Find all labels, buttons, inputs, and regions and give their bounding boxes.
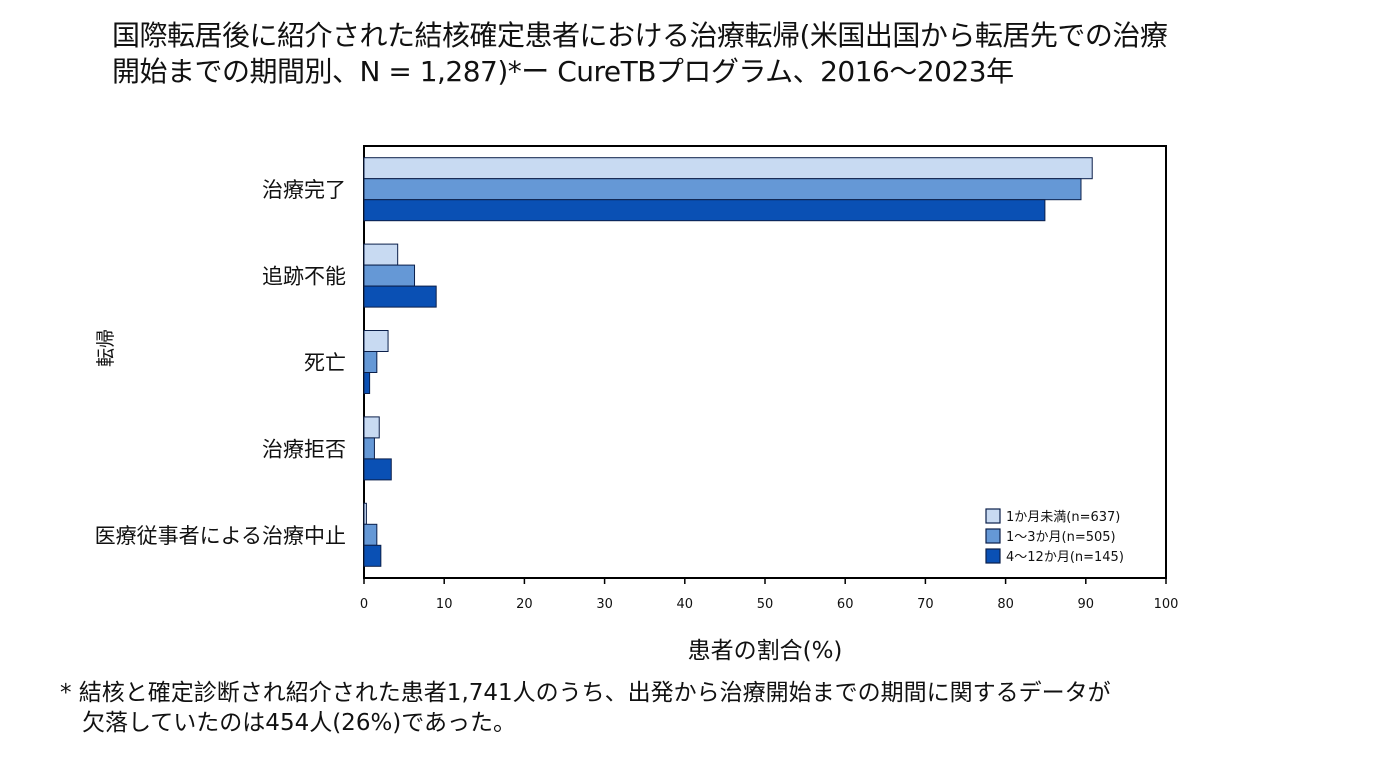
bar-5-series-2 — [363, 523, 378, 546]
x-tick-label-9: 80 — [997, 597, 1014, 612]
bar-4-series-2 — [363, 437, 375, 460]
category-label-1: 治療完了 — [262, 178, 346, 202]
bar-5-series-3 — [363, 544, 382, 567]
bar-1-series-3 — [363, 199, 1046, 222]
chart-title-line-1: 国際転居後に紹介された結核確定患者における治療転帰(米国出国から転居先での治療 — [112, 19, 1168, 52]
bar-4-series-3 — [363, 458, 392, 481]
x-axis-title: 患者の割合(%) — [688, 638, 843, 664]
x-tick-label-2: 10 — [436, 597, 453, 612]
x-tick-label-7: 60 — [837, 597, 854, 612]
legend-swatch-3 — [985, 548, 1001, 564]
category-label-2: 追跡不能 — [262, 265, 346, 289]
bar-3-series-1 — [363, 330, 389, 352]
x-tick-label-6: 50 — [757, 597, 774, 612]
chart-title-line-2: 開始までの期間別、N = 1,287)*ー CureTBプログラム、2016～2… — [112, 55, 1014, 88]
footnote-line-2: 欠落していたのは454人(26%)であった。 — [82, 710, 517, 736]
bar-2-series-3 — [363, 285, 437, 308]
legend-label-2: 1～3か月(n=505) — [1006, 530, 1116, 545]
bar-3-series-2 — [363, 351, 378, 373]
category-label-5: 医療従事者による治療中止 — [95, 524, 346, 548]
x-tick-label-8: 70 — [917, 597, 934, 612]
bar-4-series-1 — [363, 416, 380, 439]
bar-2-series-1 — [363, 243, 399, 266]
legend-label-1: 1か月未満(n=637) — [1006, 510, 1120, 525]
bar-5-series-1 — [363, 502, 367, 525]
y-axis-title: 転帰 — [95, 329, 117, 367]
footnote: * 結核と確定診断され紹介された患者1,741人のうち、出発から治療開始までの期… — [60, 678, 1320, 738]
footnote-line-1: * 結核と確定診断され紹介された患者1,741人のうち、出発から治療開始までの期… — [60, 680, 1111, 706]
chart-title: 国際転居後に紹介された結核確定患者における治療転帰(米国出国から転居先での治療 … — [112, 18, 1312, 90]
bar-1-series-2 — [363, 178, 1082, 201]
legend-swatch-2 — [985, 528, 1001, 544]
x-tick-label-3: 20 — [516, 597, 533, 612]
bar-3-series-3 — [363, 372, 371, 394]
category-label-4: 治療拒否 — [262, 437, 346, 461]
x-tick-label-10: 90 — [1078, 597, 1095, 612]
x-tick-label-5: 40 — [677, 597, 694, 612]
x-tick-label-1: 0 — [360, 597, 368, 612]
bar-2-series-2 — [363, 264, 416, 287]
legend-swatch-1 — [985, 508, 1001, 524]
x-tick-label-11: 100 — [1154, 597, 1179, 612]
bar-1-series-1 — [363, 157, 1093, 180]
category-label-3: 死亡 — [304, 351, 346, 375]
legend-label-3: 4～12か月(n=145) — [1006, 550, 1124, 565]
x-tick-label-4: 30 — [596, 597, 613, 612]
